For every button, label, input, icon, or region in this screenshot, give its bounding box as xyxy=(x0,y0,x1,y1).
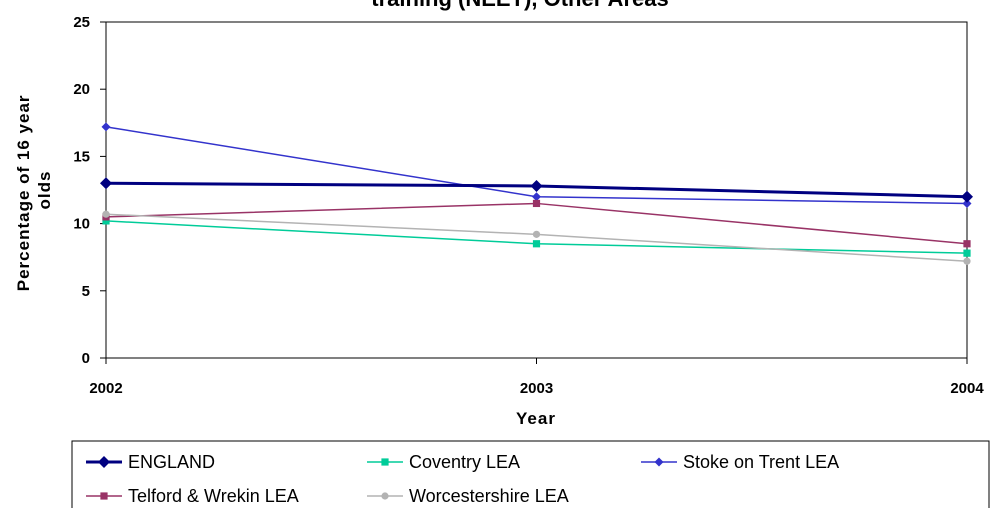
series-1 xyxy=(102,217,971,257)
legend-swatch-marker xyxy=(100,492,108,500)
legend-item: Worcestershire LEA xyxy=(367,486,569,506)
x-tick-label: 2004 xyxy=(950,380,984,397)
legend-item: Stoke on Trent LEA xyxy=(641,452,839,472)
x-axis: 2002 2003 2004 xyxy=(89,357,984,397)
data-point xyxy=(532,192,541,202)
y-tick-label: 5 xyxy=(82,283,90,300)
legend-label: Coventry LEA xyxy=(409,452,520,472)
legend-item: Telford & Wrekin LEA xyxy=(86,486,299,506)
data-point xyxy=(963,257,971,265)
legend-box xyxy=(71,440,990,508)
y-tick-label: 20 xyxy=(73,81,90,98)
series-layer xyxy=(100,122,973,265)
data-point xyxy=(961,190,973,203)
legend-label: Worcestershire LEA xyxy=(409,486,569,506)
legend-swatch-marker xyxy=(381,492,389,500)
legend: ENGLAND Coventry LEA Stoke on Trent LEA Tel… xyxy=(71,440,990,508)
y-axis-title-text: Percentage of 16 year olds xyxy=(14,89,54,292)
data-point xyxy=(100,177,112,190)
series-0 xyxy=(100,177,973,203)
y-axis: 0 5 10 15 20 25 xyxy=(73,14,107,367)
data-point xyxy=(962,198,972,208)
y-tick-label: 0 xyxy=(82,350,90,367)
series-2 xyxy=(101,122,972,208)
legend-swatch-marker xyxy=(381,458,389,466)
chart-title: training (NEET), Other Areas xyxy=(371,0,668,11)
y-axis-title-line-1: Percentage of 16 year xyxy=(14,94,33,291)
data-point xyxy=(532,240,541,248)
legend-swatch-marker xyxy=(654,457,664,467)
x-tick-label: 2002 xyxy=(89,380,122,397)
y-axis-title: Percentage of 16 year olds xyxy=(14,89,54,292)
data-point xyxy=(532,230,541,238)
x-tick-label: 2003 xyxy=(520,380,553,397)
data-point xyxy=(102,210,110,218)
legend-item: Coventry LEA xyxy=(367,452,520,472)
y-tick-label: 10 xyxy=(73,216,90,233)
x-axis-title: Year xyxy=(516,409,556,428)
y-tick-label: 25 xyxy=(73,14,90,31)
data-point xyxy=(102,217,110,225)
legend-label: ENGLAND xyxy=(128,452,215,472)
y-axis-title-line-2: olds xyxy=(35,171,54,210)
data-point xyxy=(963,240,971,248)
data-point xyxy=(532,199,541,208)
data-point xyxy=(530,179,543,192)
y-tick-label: 15 xyxy=(73,148,90,165)
data-point xyxy=(963,249,971,257)
legend-item: ENGLAND xyxy=(86,452,215,472)
legend-swatch-marker xyxy=(98,456,110,468)
legend-label: Telford & Wrekin LEA xyxy=(128,486,299,506)
legend-label: Stoke on Trent LEA xyxy=(683,452,839,472)
series-4 xyxy=(102,210,971,265)
data-point xyxy=(101,122,111,132)
